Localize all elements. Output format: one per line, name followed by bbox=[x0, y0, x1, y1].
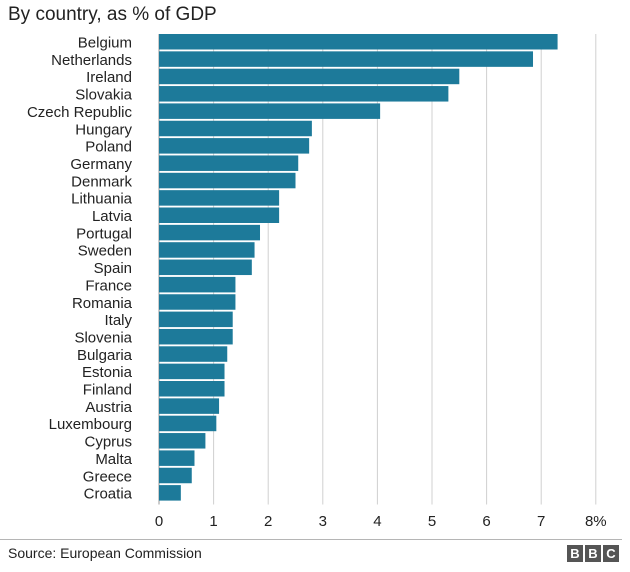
category-label: Lithuania bbox=[71, 191, 133, 208]
category-label: France bbox=[85, 277, 132, 294]
bar bbox=[159, 363, 225, 380]
category-label: Sweden bbox=[78, 243, 132, 260]
category-label: Belgium bbox=[78, 35, 132, 52]
category-label: Estonia bbox=[82, 364, 133, 381]
category-label: Bulgaria bbox=[77, 347, 133, 364]
bar bbox=[159, 398, 220, 414]
category-label: Italy bbox=[104, 312, 132, 329]
category-label: Germany bbox=[70, 156, 132, 173]
category-label: Malta bbox=[95, 451, 132, 468]
logo-letter-c: C bbox=[603, 545, 619, 562]
category-label: Hungary bbox=[75, 121, 132, 138]
bar bbox=[159, 207, 280, 223]
bar bbox=[159, 51, 534, 67]
category-label: Portugal bbox=[76, 225, 132, 242]
x-tick-label: 4 bbox=[373, 513, 381, 530]
category-label: Slovenia bbox=[74, 329, 132, 346]
category-label: Austria bbox=[85, 399, 132, 416]
bar bbox=[159, 155, 299, 171]
bar bbox=[159, 120, 312, 137]
logo-letter-b2: B bbox=[585, 545, 601, 562]
bar bbox=[159, 328, 233, 345]
logo-letter-b1: B bbox=[567, 545, 583, 562]
x-tick-label: 5 bbox=[428, 513, 436, 530]
category-label: Czech Republic bbox=[27, 104, 133, 121]
x-tick-label: 8% bbox=[585, 513, 607, 530]
bar bbox=[159, 259, 252, 276]
bar bbox=[159, 242, 255, 258]
category-label: Latvia bbox=[92, 208, 133, 225]
bar bbox=[159, 190, 280, 206]
bar bbox=[159, 86, 449, 102]
bar bbox=[159, 276, 236, 293]
bar bbox=[159, 103, 381, 119]
chart-title: By country, as % of GDP bbox=[8, 4, 217, 25]
x-tick-label: 7 bbox=[537, 513, 545, 530]
x-tick-label: 1 bbox=[209, 513, 217, 530]
bar bbox=[159, 467, 192, 484]
x-tick-label: 0 bbox=[155, 513, 163, 530]
x-tick-label: 2 bbox=[264, 513, 272, 530]
bar bbox=[159, 34, 558, 50]
bar bbox=[159, 294, 236, 310]
bar bbox=[159, 346, 228, 362]
category-label: Greece bbox=[83, 468, 132, 485]
x-tick-label: 6 bbox=[482, 513, 490, 530]
category-label: Cyprus bbox=[84, 434, 132, 451]
bar bbox=[159, 433, 206, 449]
bar bbox=[159, 172, 296, 189]
bar bbox=[159, 224, 261, 241]
bar bbox=[159, 415, 217, 432]
x-tick-label: 3 bbox=[319, 513, 327, 530]
bar bbox=[159, 450, 195, 466]
bar bbox=[159, 311, 233, 328]
category-label: Spain bbox=[94, 260, 132, 277]
category-label: Luxembourg bbox=[49, 416, 132, 433]
source-note: Source: European Commission bbox=[8, 545, 202, 561]
category-label: Romania bbox=[72, 295, 133, 312]
category-label: Netherlands bbox=[51, 52, 132, 69]
bbc-logo: B B C bbox=[567, 545, 619, 562]
bar bbox=[159, 485, 181, 501]
category-label: Croatia bbox=[84, 486, 133, 503]
category-label: Denmark bbox=[71, 173, 132, 190]
category-label: Finland bbox=[83, 382, 132, 399]
category-label: Ireland bbox=[86, 69, 132, 86]
bar bbox=[159, 68, 460, 85]
category-label: Slovakia bbox=[75, 87, 132, 104]
footer-divider bbox=[0, 539, 622, 540]
bar bbox=[159, 138, 310, 154]
bar bbox=[159, 381, 225, 397]
category-label: Poland bbox=[85, 139, 132, 156]
